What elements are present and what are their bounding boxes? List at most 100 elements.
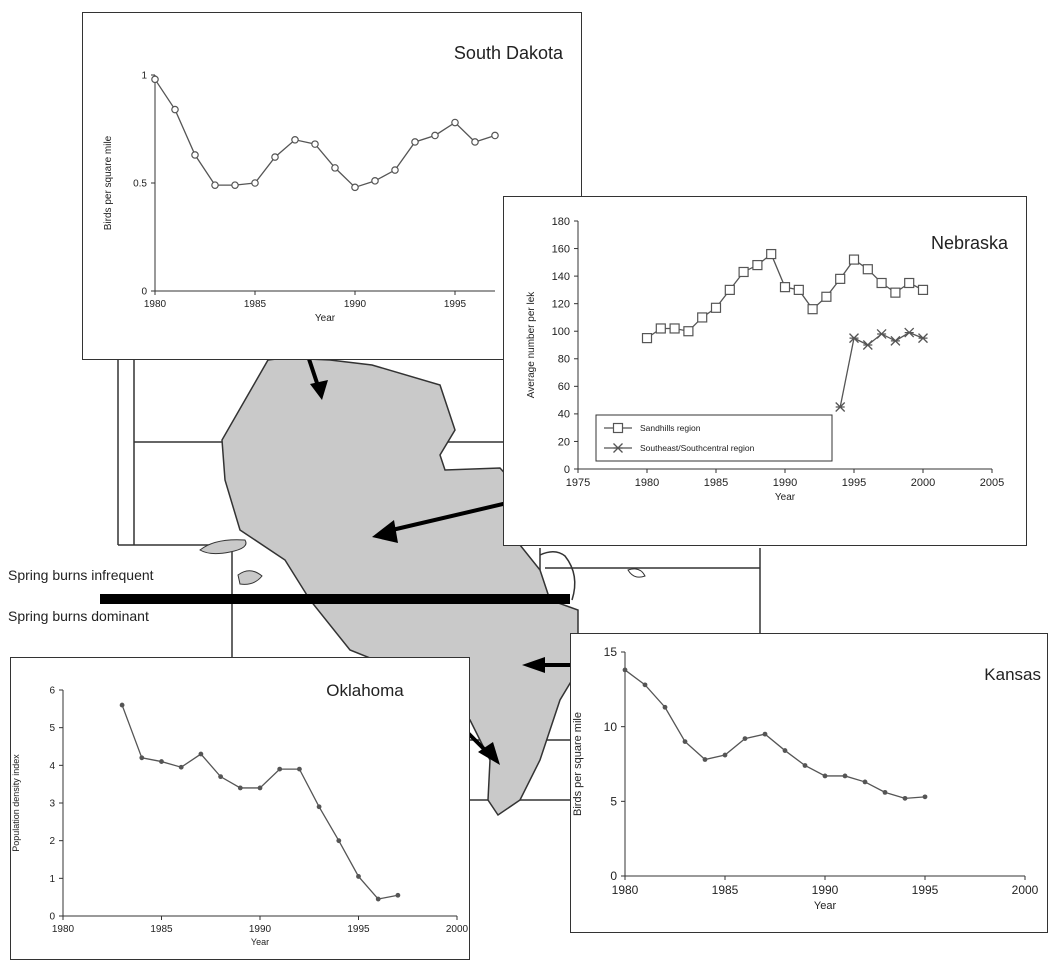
series-1	[622, 667, 928, 801]
data-point	[835, 402, 846, 412]
data-point	[641, 333, 653, 344]
data-point	[702, 757, 708, 762]
series-line	[839, 331, 924, 408]
y-tick-label: 0	[49, 912, 55, 923]
arrowhead	[478, 742, 500, 765]
y-tick-label: 1	[141, 71, 147, 82]
data-point	[642, 682, 648, 688]
nebraska-chart-panel: 0 20 40 60 80 100 120 140 160 180 1975 1980 1985 1990…	[503, 196, 1027, 546]
data-point	[842, 773, 848, 779]
x-tick-label: 1985	[150, 924, 173, 935]
data-point	[491, 131, 499, 140]
data-point	[371, 177, 379, 185]
data-point	[316, 804, 322, 810]
data-point	[311, 140, 319, 148]
data-point	[622, 667, 628, 673]
y-tick-label: 0	[141, 287, 147, 298]
x-tick-label: 1990	[249, 924, 272, 935]
data-point	[159, 759, 164, 764]
x-tick-label: 1995	[842, 477, 866, 489]
series-1	[641, 248, 929, 344]
data-point	[612, 422, 624, 434]
data-point	[766, 248, 777, 260]
y-tick-label: 140	[552, 271, 570, 283]
data-point	[779, 282, 791, 293]
data-point	[742, 736, 748, 742]
series-1	[119, 702, 401, 902]
burn-label-infrequent: Spring burns infrequent	[8, 567, 154, 583]
y-axis-label: Average number per lek	[526, 291, 537, 399]
y-tick-label: 120	[552, 299, 570, 311]
x-tick-label: 2000	[911, 477, 935, 489]
data-point	[876, 329, 887, 339]
y-tick-label: 0.5	[133, 179, 147, 190]
chart-title: Nebraska	[931, 233, 1009, 253]
data-point	[151, 75, 159, 84]
chart-title: Kansas	[984, 665, 1041, 684]
y-tick-label: 5	[610, 795, 617, 809]
data-point	[271, 153, 279, 161]
small-patch	[199, 539, 247, 555]
x-axis-label: Year	[315, 313, 336, 324]
x-tick-label: 2005	[980, 477, 1004, 489]
x-tick-label: 1980	[144, 299, 167, 310]
y-tick-label: 6	[49, 686, 55, 697]
y-tick-label: 2	[49, 836, 55, 847]
data-point	[835, 273, 846, 284]
burn-label-dominant: Spring burns dominant	[8, 608, 149, 624]
arrowhead	[372, 520, 398, 543]
data-point	[297, 766, 302, 772]
y-tick-label: 0	[564, 464, 570, 476]
y-tick-label: 5	[49, 723, 55, 734]
series-line	[624, 669, 926, 800]
data-point	[849, 333, 859, 344]
y-tick-label: 0	[610, 869, 617, 883]
data-point	[211, 181, 219, 189]
y-tick-label: 20	[558, 436, 570, 448]
data-point	[411, 138, 419, 146]
data-point	[191, 151, 199, 159]
data-point	[738, 266, 749, 278]
data-point	[724, 284, 735, 295]
data-point	[822, 773, 828, 779]
chart-title: South Dakota	[454, 43, 564, 63]
oklahoma-chart: 0 1 2 3 4 5 6 1980 1985 1990 1995 2000 Year Populatio…	[11, 681, 469, 947]
y-tick-label: 10	[604, 720, 618, 734]
prairie-region	[221, 357, 579, 817]
kansas-chart: 0 5 10 15 1980 1985 1990 1995 2000 Year Birds per …	[572, 645, 1041, 912]
data-point	[918, 333, 928, 344]
nebraska-chart: 0 20 40 60 80 100 120 140 160 180 1975 1980 1985 1990…	[526, 216, 1009, 503]
y-axis-label: Birds per square mile	[572, 712, 584, 816]
data-point	[722, 752, 728, 758]
chart-title: Oklahoma	[326, 681, 404, 700]
data-point	[257, 785, 263, 791]
data-point	[375, 896, 381, 902]
data-point	[431, 131, 439, 140]
y-axis-label: Population density index	[11, 754, 21, 852]
oklahoma-chart-panel: 0 1 2 3 4 5 6 1980 1985 1990 1995 2000 Year Populatio…	[10, 657, 470, 960]
arrow-nebraska	[391, 498, 521, 532]
x-tick-label: 1980	[52, 924, 75, 935]
y-tick-label: 4	[49, 761, 55, 772]
x-tick-label: 1990	[344, 299, 367, 310]
data-point	[356, 874, 361, 879]
data-point	[862, 779, 868, 785]
data-point	[793, 284, 804, 295]
series-2	[835, 327, 928, 412]
x-tick-label: 1985	[704, 477, 728, 489]
x-tick-label: 1990	[773, 477, 797, 489]
data-point	[807, 304, 818, 315]
legend-box	[595, 414, 833, 462]
kansas-chart-panel: 0 5 10 15 1980 1985 1990 1995 2000 Year Birds per …	[570, 633, 1048, 933]
y-tick-label: 80	[558, 354, 570, 366]
data-point	[862, 264, 873, 275]
data-point	[904, 327, 915, 338]
legend: Sandhills region Southeast/Southcentral r…	[595, 414, 833, 462]
data-point	[762, 731, 768, 737]
data-point	[218, 774, 224, 780]
data-point	[682, 739, 688, 744]
x-axis-label: Year	[775, 492, 796, 503]
legend-label: Sandhills region	[640, 423, 701, 433]
y-tick-label: 15	[604, 645, 618, 659]
